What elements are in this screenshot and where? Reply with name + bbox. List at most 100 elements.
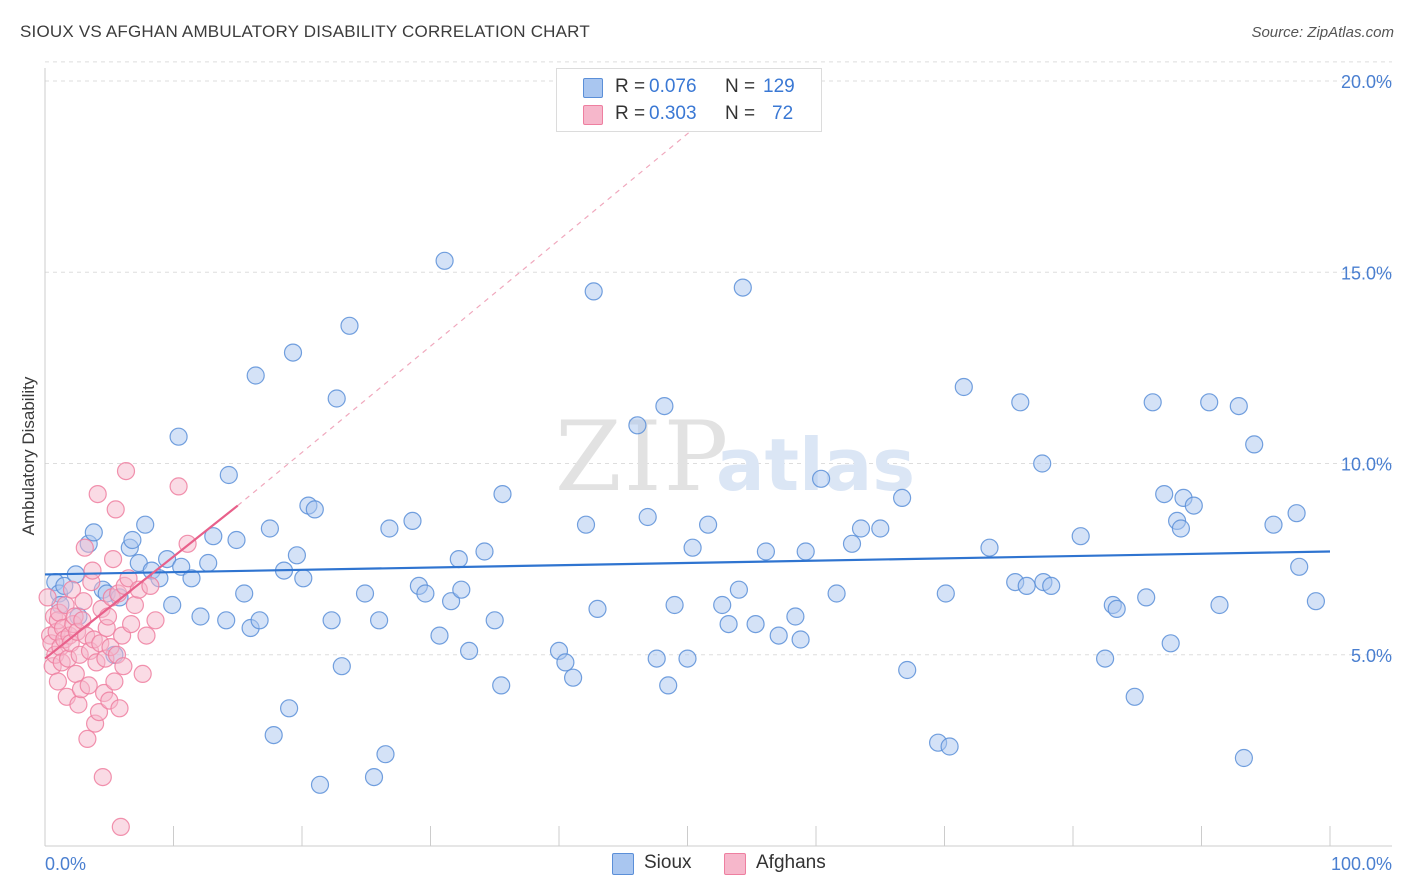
data-point-afghans (111, 817, 130, 837)
watermark-zip: ZIP (555, 401, 730, 513)
data-point-sioux (283, 343, 303, 362)
data-point-sioux (588, 599, 607, 619)
source-credit: Source: ZipAtlas.com (1251, 24, 1394, 41)
y-tick-label: 5.0% (1351, 646, 1392, 666)
data-point-afghans (75, 538, 94, 557)
data-point-sioux (563, 668, 583, 687)
data-point-sioux (1071, 527, 1090, 546)
data-point-sioux (940, 737, 959, 756)
data-point-sioux (892, 488, 912, 507)
data-point-sioux (449, 549, 468, 569)
data-point-sioux (191, 607, 210, 626)
legend-row-sioux: R = 0.076 N = 129 (557, 74, 821, 100)
data-point-sioux (442, 592, 461, 611)
data-point-sioux (665, 595, 684, 615)
data-points (38, 251, 1326, 837)
legend-swatch-afghans (583, 105, 603, 125)
data-point-sioux (842, 534, 862, 553)
data-point-sioux (475, 542, 494, 561)
data-point-afghans (137, 626, 156, 645)
data-point-afghans (133, 664, 152, 684)
data-point-sioux (1107, 599, 1126, 619)
data-point-sioux (136, 515, 155, 534)
data-point-sioux (811, 469, 831, 488)
legend-swatch-afghans (724, 853, 746, 875)
data-point-sioux (435, 251, 454, 270)
data-point-sioux (827, 584, 846, 603)
data-point-afghans (73, 611, 92, 630)
data-point-sioux (204, 527, 223, 546)
data-point-sioux (655, 397, 674, 416)
data-point-sioux (628, 416, 647, 435)
data-point-sioux (898, 660, 917, 680)
data-point-afghans (89, 702, 109, 722)
data-point-sioux (659, 676, 678, 695)
data-point-sioux (340, 316, 359, 335)
data-point-sioux (1229, 397, 1248, 416)
data-point-sioux (460, 641, 479, 661)
data-point-afghans (93, 767, 112, 787)
data-point-sioux (1234, 748, 1254, 768)
data-point-sioux (163, 595, 182, 615)
data-point-afghans (38, 588, 57, 607)
data-point-sioux (492, 676, 511, 695)
x-tick-label: 0.0% (45, 854, 86, 874)
data-point-afghans (83, 561, 102, 580)
data-point-sioux (791, 630, 810, 649)
data-point-sioux (954, 377, 973, 397)
data-point-sioux (1264, 515, 1283, 534)
legend-row-afghans: R = 0.303 N = 72 (557, 101, 821, 127)
legend-r-value: 0.303 (649, 103, 697, 124)
series-legend: Sioux Afghans (0, 852, 1406, 878)
data-point-sioux (364, 767, 384, 787)
data-point-afghans (106, 500, 125, 519)
legend-n-label: N = (725, 76, 756, 97)
legend-n-label: N = (725, 103, 756, 124)
data-point-sioux (217, 611, 236, 630)
legend-r-label: R = (615, 76, 646, 97)
data-point-sioux (871, 519, 890, 538)
data-point-sioux (1200, 393, 1219, 412)
data-point-sioux (647, 649, 666, 668)
chart-title: SIOUX VS AFGHAN AMBULATORY DISABILITY CO… (20, 22, 590, 41)
axes (44, 68, 1392, 847)
data-point-sioux (250, 611, 269, 630)
data-point-afghans (116, 462, 136, 481)
data-point-afghans (48, 672, 68, 691)
data-point-sioux (169, 427, 188, 446)
y-tick-label: 10.0% (1341, 455, 1392, 475)
data-point-sioux (576, 515, 596, 534)
trend-extension-afghans (237, 122, 701, 507)
data-point-sioux (936, 584, 955, 603)
data-point-sioux (746, 614, 765, 634)
data-point-sioux (1245, 435, 1264, 454)
data-point-sioux (733, 278, 752, 297)
data-point-afghans (146, 611, 165, 630)
data-point-sioux (1161, 634, 1180, 653)
data-point-afghans (103, 549, 123, 569)
data-point-sioux (1033, 454, 1052, 473)
data-point-afghans (79, 676, 98, 695)
legend-n-value: 129 (763, 76, 795, 97)
data-point-sioux (756, 542, 776, 561)
data-point-sioux (430, 626, 449, 645)
data-point-sioux (332, 657, 351, 676)
data-point-sioux (1017, 576, 1036, 596)
data-point-sioux (416, 584, 435, 603)
series-sioux (46, 251, 1326, 794)
data-point-afghans (169, 477, 188, 496)
data-point-sioux (452, 580, 471, 599)
data-point-sioux (638, 507, 657, 527)
data-point-sioux (199, 553, 218, 573)
data-point-sioux (219, 465, 238, 485)
data-point-sioux (287, 546, 306, 565)
data-point-sioux (1171, 519, 1191, 538)
trend-lines (44, 122, 1331, 660)
data-point-afghans (62, 580, 82, 599)
data-point-sioux (1210, 595, 1229, 615)
data-point-afghans (114, 657, 133, 676)
watermark: ZIP atlas (555, 401, 915, 513)
data-point-sioux (796, 542, 815, 561)
data-point-sioux (280, 699, 299, 718)
data-point-sioux (698, 515, 718, 534)
